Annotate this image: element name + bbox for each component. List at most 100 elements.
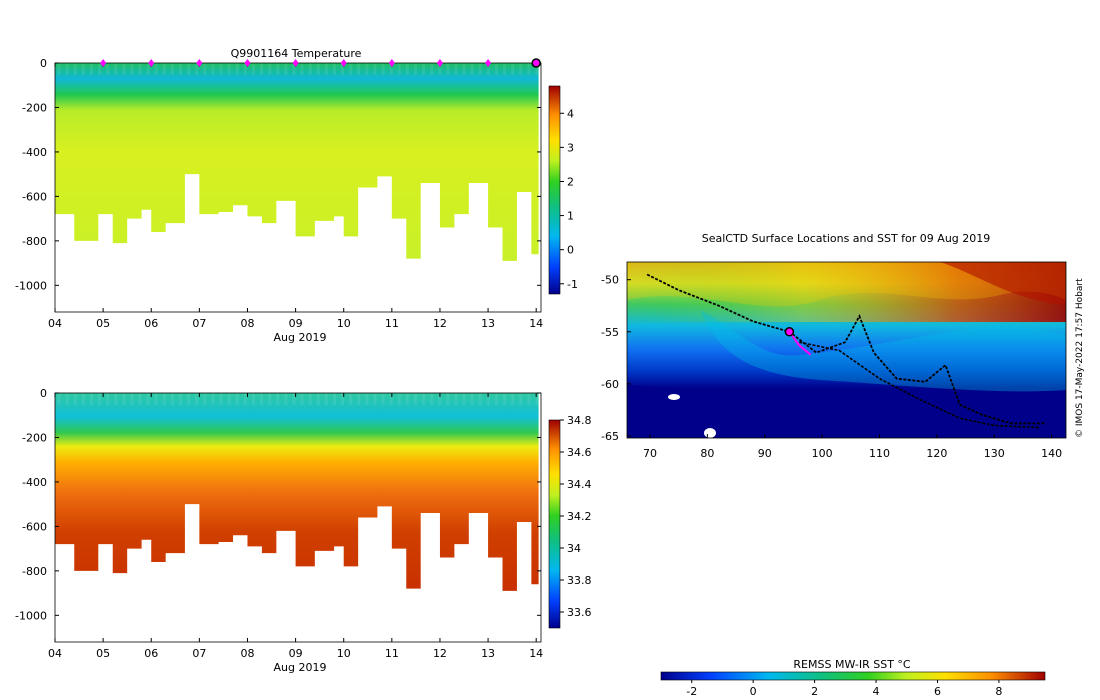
x-tick-label: 04 [48, 647, 62, 660]
colorbar-tick-label: 34 [567, 542, 581, 555]
colorbar-tick-label: -2 [686, 685, 697, 698]
seal-track-south [799, 341, 1041, 429]
y-tick-label: -800 [22, 565, 47, 578]
x-tick-label: 100 [812, 447, 833, 460]
colorbar-tick-label: 34.6 [567, 446, 592, 459]
plot-frame [54, 392, 542, 643]
x-tick-label: 06 [144, 317, 158, 330]
temperature-section-plot [55, 63, 539, 261]
copyright-label: © IMOS 17-May-2022 17:57 Hobart [1075, 278, 1085, 438]
map-title: SealCTD Surface Locations and SST for 09… [702, 232, 991, 245]
x-tick-label: 90 [758, 447, 772, 460]
colorbar-tick-label: 1 [567, 210, 574, 223]
sst-map-panel: SealCTD Surface Locations and SST for 09… [601, 232, 1085, 698]
profile-marker [436, 59, 443, 67]
colorbar-tick-label: -1 [567, 278, 578, 291]
x-tick-label: 13 [481, 647, 495, 660]
y-tick-label: -1000 [15, 609, 47, 622]
x-tick-label: 06 [144, 647, 158, 660]
profile-marker [100, 59, 107, 67]
salinity-section-plot [55, 393, 539, 591]
x-tick-label: 05 [96, 317, 110, 330]
map-axes: 70 80 90 100 110 120 130 140 -50 -55 -60 -65 [601, 274, 1062, 460]
x-tick-label: 07 [192, 317, 206, 330]
x-axis-label: Aug 2019 [274, 661, 327, 674]
x-tick-label: 11 [385, 317, 399, 330]
colorbar-gradient [548, 419, 561, 629]
colorbar-tick-label: 6 [934, 685, 941, 698]
island-blank [668, 394, 680, 400]
colorbar-tick-label: 0 [750, 685, 757, 698]
colorbar-tick-label: 8 [995, 685, 1002, 698]
x-tick-label: 09 [289, 317, 303, 330]
x-tick-label: 09 [289, 647, 303, 660]
x-tick-label: 12 [433, 317, 447, 330]
seal-track [646, 273, 1046, 425]
chart-title: Q9901164 Temperature [231, 47, 362, 60]
x-axis-label: Aug 2019 [274, 331, 327, 344]
colorbar-tick-label: 34.4 [567, 478, 592, 491]
y-tick-label: -200 [22, 431, 47, 444]
sst-colorbar-label: REMSS MW-IR SST °C [793, 658, 911, 671]
y-tick-label: -1000 [15, 279, 47, 292]
colorbar-tick-label: 33.6 [567, 606, 592, 619]
x-tick-label: 140 [1041, 447, 1062, 460]
colorbar-tick-label: 2 [811, 685, 818, 698]
profile-marker [485, 59, 492, 67]
x-tick-label: 12 [433, 647, 447, 660]
colorbar-tick-label: 34.8 [567, 414, 592, 427]
island-blank [704, 428, 716, 438]
colorbar-tick-label: 34.2 [567, 510, 592, 523]
x-tick-label: 70 [643, 447, 657, 460]
colorbar-tick-label: 4 [873, 685, 880, 698]
salinity-section-panel: 04 05 06 07 08 09 10 11 12 13 14 Aug 2019 0 -200 -400 -… [15, 387, 591, 674]
x-tick-label: 14 [529, 647, 543, 660]
colorbar-tick-label: 3 [567, 141, 574, 154]
x-tick-label: 13 [481, 317, 495, 330]
x-tick-label: 07 [192, 647, 206, 660]
profile-marker [292, 59, 299, 67]
x-tick-label: 130 [984, 447, 1005, 460]
y-tick-label: 0 [40, 387, 47, 400]
x-tick-label: 10 [337, 647, 351, 660]
sst-field [627, 262, 1066, 438]
profile-marker [196, 59, 203, 67]
y-tick-label: -50 [601, 274, 619, 287]
sst-colorbar-ticks: -2 0 2 4 6 8 [686, 680, 1002, 698]
colorbar-tick-label: 2 [567, 175, 574, 188]
colorbar-tick-label: 4 [567, 107, 574, 120]
sst-colorbar [660, 671, 1046, 681]
y-tick-label: -400 [22, 146, 47, 159]
salinity-colorbar: 33.6 33.8 34 34.2 34.4 34.6 34.8 [548, 414, 592, 629]
y-tick-label: -600 [22, 190, 47, 203]
x-tick-label: 80 [700, 447, 714, 460]
y-tick-label: -800 [22, 235, 47, 248]
y-tick-label: -200 [22, 101, 47, 114]
x-tick-label: 14 [529, 317, 543, 330]
x-tick-label: 05 [96, 647, 110, 660]
x-tick-label: 08 [240, 317, 254, 330]
profile-marker [340, 59, 347, 67]
x-tick-label: 08 [240, 647, 254, 660]
y-tick-label: 0 [40, 57, 47, 70]
x-tick-label: 11 [385, 647, 399, 660]
salinity-axes: 04 05 06 07 08 09 10 11 12 13 14 Aug 2019 0 -200 -400 -… [15, 387, 543, 674]
temperature-colorbar: -1 0 1 2 3 4 [548, 85, 578, 295]
profile-marker [388, 59, 395, 67]
y-tick-label: -600 [22, 520, 47, 533]
temperature-axes: 04 05 06 07 08 09 10 11 12 13 14 Aug 2019 0 -200 -400 -… [15, 57, 543, 344]
profile-marker [244, 59, 251, 67]
section-data-field [55, 393, 539, 591]
colorbar-gradient [548, 85, 561, 295]
y-tick-label: -65 [601, 430, 619, 443]
section-data-field [55, 63, 539, 261]
selected-day-track [788, 331, 812, 356]
current-position-marker [784, 327, 795, 337]
x-tick-label: 110 [869, 447, 890, 460]
y-tick-label: -400 [22, 476, 47, 489]
x-tick-label: 04 [48, 317, 62, 330]
colorbar-tick-label: 0 [567, 244, 574, 257]
colorbar-tick-label: 33.8 [567, 574, 592, 587]
temperature-section-panel: Q9901164 Temperature 04 05 06 07 08 09 10 11 12 1… [15, 47, 578, 344]
